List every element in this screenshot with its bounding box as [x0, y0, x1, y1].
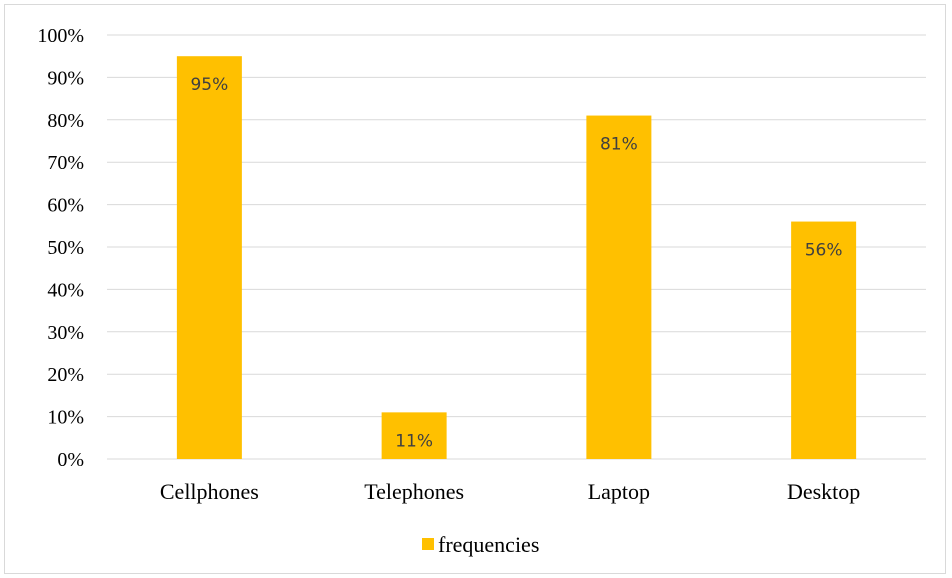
data-label: 95%	[190, 75, 228, 95]
y-tick-label: 80%	[47, 110, 84, 132]
y-tick-label: 10%	[47, 407, 84, 429]
data-label: 56%	[805, 241, 843, 261]
legend: frequencies	[422, 532, 539, 557]
bar	[586, 115, 652, 459]
bars	[176, 56, 857, 459]
y-tick-label: 30%	[47, 322, 84, 344]
y-tick-label: 0%	[57, 449, 84, 471]
category-label: Laptop	[588, 479, 650, 504]
y-tick-label: 50%	[47, 237, 84, 259]
data-label: 11%	[395, 431, 433, 451]
bar	[176, 56, 242, 459]
x-axis-categories: Cellphones Telephones Laptop Desktop	[160, 479, 860, 504]
legend-swatch	[422, 538, 434, 550]
y-tick-label: 20%	[47, 364, 84, 386]
y-tick-label: 90%	[47, 67, 84, 89]
data-label: 81%	[600, 135, 638, 155]
y-tick-label: 70%	[47, 152, 84, 174]
data-labels: 95% 11% 81% 56%	[190, 75, 842, 451]
category-label: Desktop	[787, 479, 860, 504]
y-tick-label: 100%	[37, 25, 84, 47]
gridlines	[107, 34, 926, 460]
category-label: Cellphones	[160, 479, 259, 504]
y-tick-label: 60%	[47, 195, 84, 217]
legend-label: frequencies	[438, 532, 539, 557]
y-tick-label: 40%	[47, 279, 84, 301]
category-label: Telephones	[364, 479, 464, 504]
y-axis-ticks: 0% 10% 20% 30% 40% 50% 60% 70% 80% 90% 100%	[37, 25, 84, 471]
bar	[381, 412, 447, 459]
bar	[791, 221, 857, 459]
